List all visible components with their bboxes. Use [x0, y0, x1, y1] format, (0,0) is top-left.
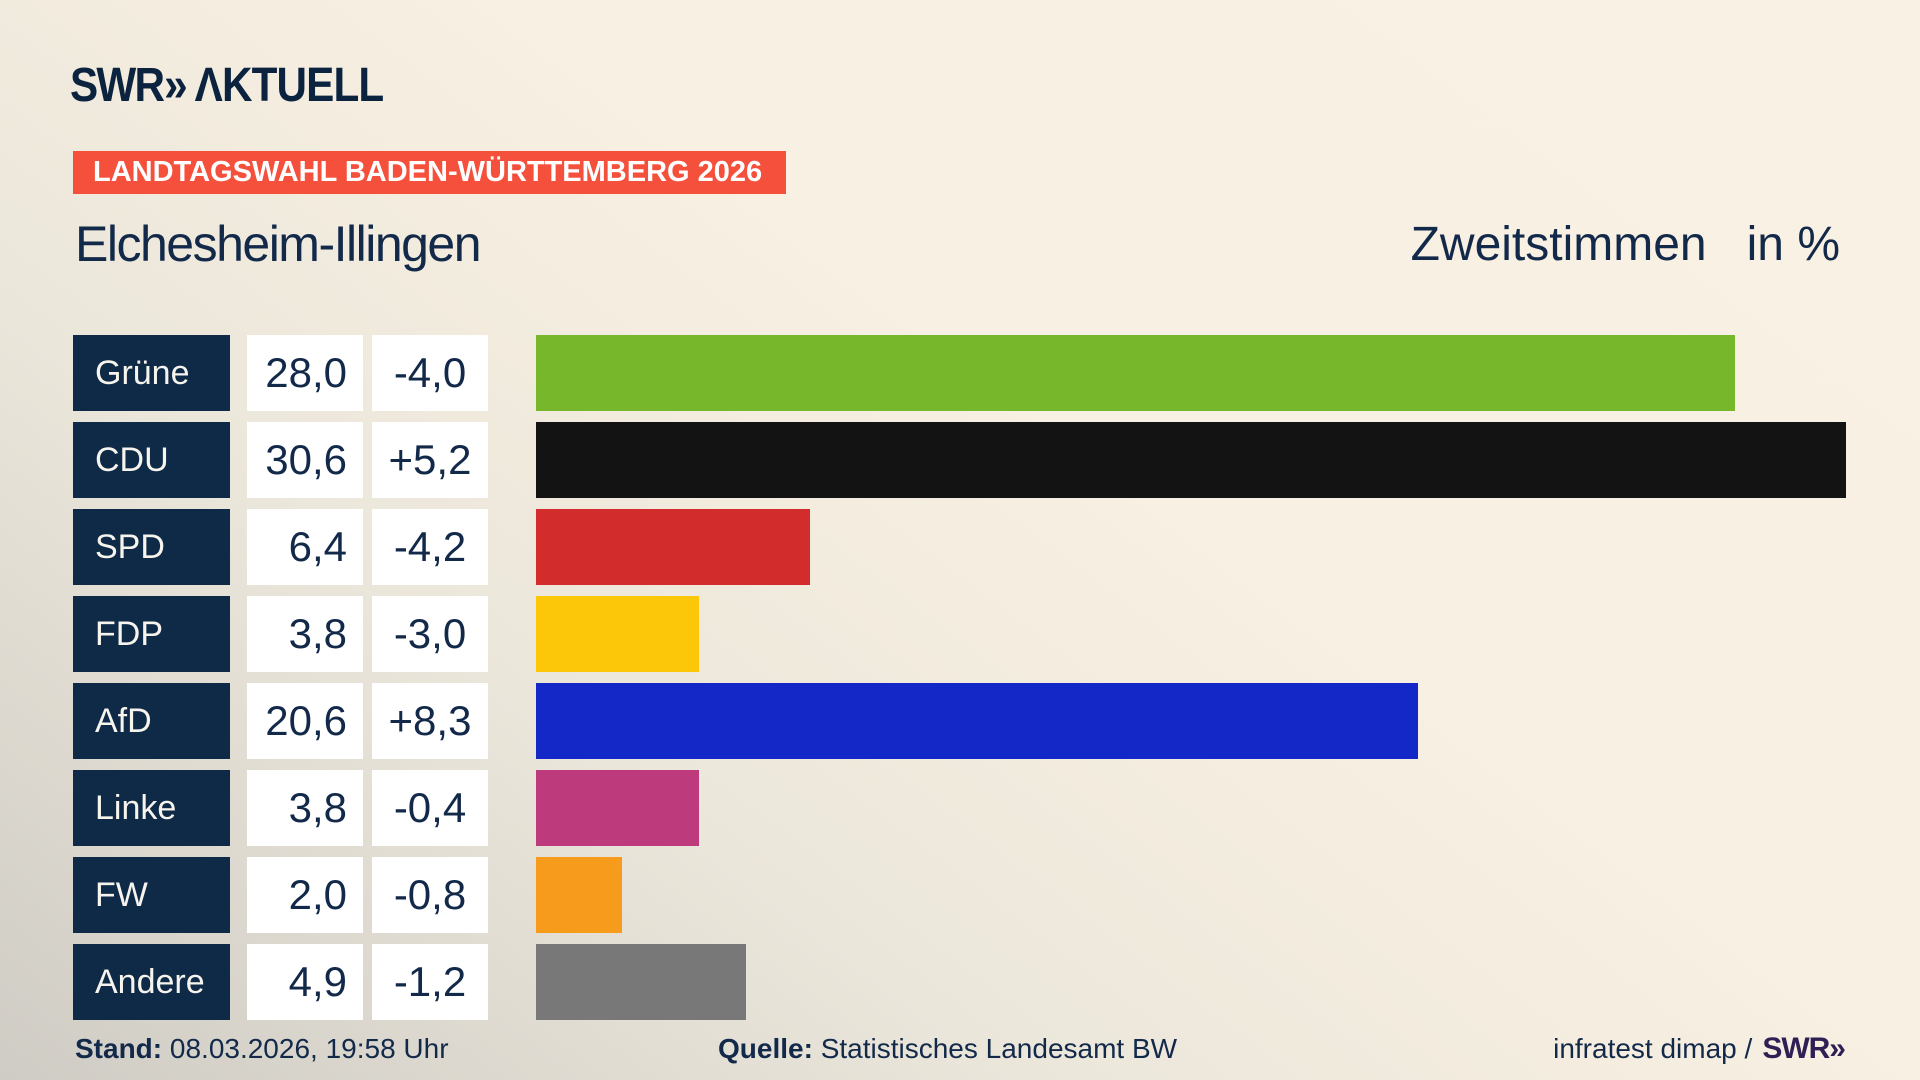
- change-cell: -1,2: [372, 944, 488, 1020]
- source-value: Statistisches Landesamt BW: [820, 1033, 1178, 1064]
- table-row: Grüne 28,0 -4,0: [73, 335, 1873, 411]
- result-bar: [536, 335, 1735, 411]
- table-row: SPD 6,4 -4,2: [73, 509, 1873, 585]
- unit-label: in %: [1746, 218, 1840, 271]
- table-row: Linke 3,8 -0,4: [73, 770, 1873, 846]
- swr-logo-text: SWR: [70, 59, 165, 112]
- change-cell: -4,0: [372, 335, 488, 411]
- result-bar: [536, 683, 1418, 759]
- change-cell: -3,0: [372, 596, 488, 672]
- table-row: AfD 20,6 +8,3: [73, 683, 1873, 759]
- party-label-cell: FW: [73, 857, 230, 933]
- stand-label: Stand:: [75, 1033, 163, 1064]
- election-banner-text: LANDTAGSWAHL BADEN-WÜRTTEMBERG 2026: [93, 156, 763, 188]
- swr-footer-logo: SWR»: [1762, 1032, 1846, 1065]
- value-cell: 3,8: [247, 596, 363, 672]
- party-label-cell: FDP: [73, 596, 230, 672]
- source-label: Quelle:: [718, 1033, 813, 1064]
- measure-title: Zweitstimmen in %: [1411, 218, 1840, 272]
- chevrons-icon: »: [164, 59, 187, 112]
- party-label-cell: Andere: [73, 944, 230, 1020]
- value-cell: 28,0: [247, 335, 363, 411]
- result-bar: [536, 770, 699, 846]
- value-cell: 6,4: [247, 509, 363, 585]
- value-cell: 3,8: [247, 770, 363, 846]
- result-bar: [536, 596, 699, 672]
- party-label-cell: Linke: [73, 770, 230, 846]
- credit-note: infratest dimap / SWR»: [1553, 1030, 1846, 1068]
- value-cell: 4,9: [247, 944, 363, 1020]
- party-label-cell: SPD: [73, 509, 230, 585]
- party-label-cell: CDU: [73, 422, 230, 498]
- stand-value: 08.03.2026, 19:58 Uhr: [169, 1033, 449, 1064]
- result-bar: [536, 509, 810, 585]
- change-cell: -0,4: [372, 770, 488, 846]
- party-label-cell: Grüne: [73, 335, 230, 411]
- table-row: Andere 4,9 -1,2: [73, 944, 1873, 1020]
- value-cell: 20,6: [247, 683, 363, 759]
- value-cell: 2,0: [247, 857, 363, 933]
- result-bar: [536, 857, 622, 933]
- election-banner: LANDTAGSWAHL BADEN-WÜRTTEMBERG 2026: [73, 151, 787, 194]
- result-bar: [536, 944, 746, 1020]
- table-row: FW 2,0 -0,8: [73, 857, 1873, 933]
- change-cell: +5,2: [372, 422, 488, 498]
- change-cell: -0,8: [372, 857, 488, 933]
- measure-label: Zweitstimmen: [1410, 218, 1707, 271]
- credit-text: infratest dimap /: [1553, 1033, 1753, 1064]
- table-row: CDU 30,6 +5,2: [73, 422, 1873, 498]
- value-cell: 30,6: [247, 422, 363, 498]
- results-bar-chart: Grüne 28,0 -4,0 CDU 30,6 +5,2 SPD 6,4 -4,2 FDP 3,8…: [73, 335, 1873, 1031]
- footer: Stand: 08.03.2026, 19:58 Uhr Quelle: Sta…: [0, 1030, 1920, 1068]
- swr-aktuell-logo: SWR» ΛKTUELL: [70, 59, 384, 112]
- municipality-title: Elchesheim-Illingen: [75, 216, 482, 272]
- aktuell-logo-text: ΛKTUELL: [194, 59, 384, 112]
- stand-timestamp: Stand: 08.03.2026, 19:58 Uhr: [75, 1030, 449, 1068]
- change-cell: -4,2: [372, 509, 488, 585]
- source-note: Quelle: Statistisches Landesamt BW: [718, 1030, 1177, 1068]
- result-bar: [536, 422, 1846, 498]
- table-row: FDP 3,8 -3,0: [73, 596, 1873, 672]
- change-cell: +8,3: [372, 683, 488, 759]
- party-label-cell: AfD: [73, 683, 230, 759]
